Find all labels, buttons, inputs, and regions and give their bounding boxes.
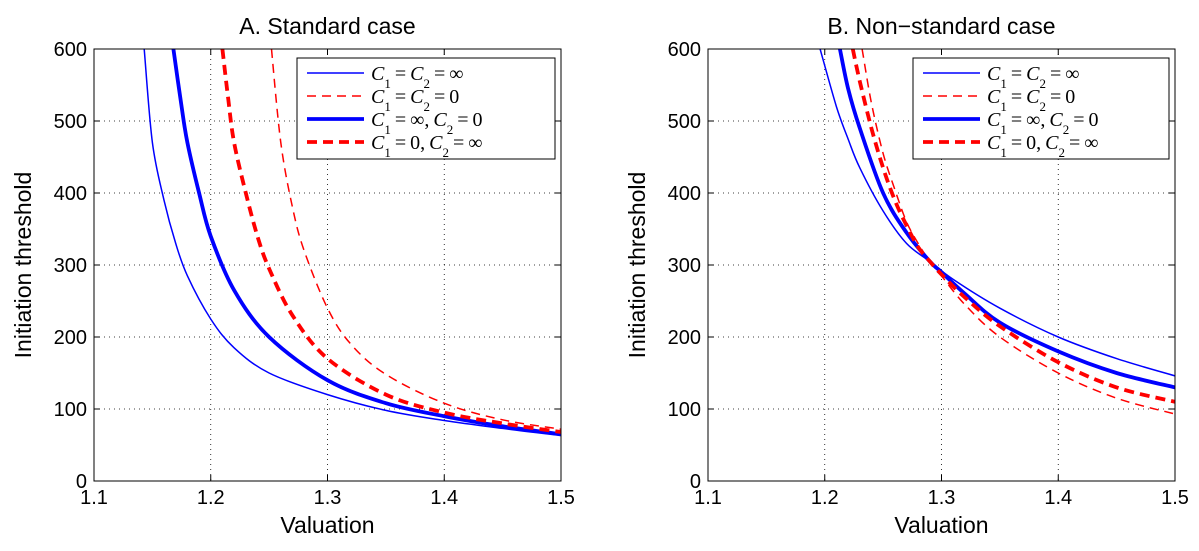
legend-box: [296, 57, 556, 160]
y-tick-label: 300: [54, 255, 87, 277]
x-tick-label: 1.1: [694, 487, 722, 509]
y-tick-label: 100: [54, 399, 87, 421]
x-axis-label: Valuation: [280, 512, 374, 538]
series-line-4: [220, 49, 561, 434]
x-tick-label: 1.4: [1044, 487, 1072, 509]
y-tick-label: 400: [668, 183, 701, 205]
y-tick-label: 0: [690, 471, 701, 493]
y-tick-label: 300: [668, 255, 701, 277]
x-axis-label: Valuation: [894, 512, 988, 538]
y-tick-label: 200: [668, 327, 701, 349]
chart-title: A. Standard case: [239, 13, 415, 39]
chart-panel-a: 1.1 1.2 1.3 1.4 1.5 0 100 200 300 400 500 600 A. Sta…: [10, 13, 575, 538]
y-tick-label: 200: [54, 327, 87, 349]
x-tick-label: 1.1: [80, 487, 108, 509]
legend-label: C1 = ∞, C2 = 0: [371, 109, 483, 137]
series-line-4: [850, 49, 1175, 404]
y-axis-label: Initiation threshold: [624, 172, 650, 359]
y-tick-label: 600: [54, 39, 87, 61]
legend: C1 = C2 = ∞C1 = C2 = 0C1 = ∞, C2 = 0C1 =…: [296, 57, 556, 160]
x-tick-label: 1.3: [314, 487, 342, 509]
series-line-1: [143, 49, 561, 437]
y-tick-label: 0: [76, 471, 87, 493]
x-tick-label: 1.3: [928, 487, 956, 509]
y-axis-label: Initiation threshold: [10, 172, 36, 359]
x-tick-label: 1.4: [430, 487, 458, 509]
y-tick-label: 500: [54, 111, 87, 133]
legend-label: C1 = C2 = 0: [987, 86, 1075, 114]
chart-panel-b: 1.1 1.2 1.3 1.4 1.5 0 100 200 300 400 500 600 B. Non…: [624, 13, 1189, 538]
x-tick-label: 1.2: [197, 487, 225, 509]
chart-title: B. Non−standard case: [827, 13, 1055, 39]
y-tick-label: 400: [54, 183, 87, 205]
x-tick-label: 1.2: [811, 487, 839, 509]
legend-label: C1 = 0, C2 = ∞: [371, 132, 483, 160]
series-line-3: [838, 49, 1175, 390]
legend-label: C1 = C2 = 0: [371, 86, 459, 114]
x-tick-label: 1.5: [547, 487, 575, 509]
y-tick-label: 600: [668, 39, 701, 61]
series-line-1: [819, 49, 1175, 377]
y-tick-label: 100: [668, 399, 701, 421]
x-tick-label: 1.5: [1161, 487, 1189, 509]
series-group: [143, 49, 561, 437]
legend-label: C1 = C2 = ∞: [987, 63, 1080, 91]
y-tick-label: 500: [668, 111, 701, 133]
legend-label: C1 = C2 = ∞: [371, 63, 464, 91]
series-line-3: [171, 49, 561, 437]
legend-label: C1 = ∞, C2 = 0: [987, 109, 1099, 137]
legend: C1 = C2 = ∞C1 = C2 = 0C1 = ∞, C2 = 0C1 =…: [912, 57, 1170, 160]
legend-label: C1 = 0, C2 = ∞: [987, 132, 1099, 160]
series-group: [819, 49, 1175, 415]
series-line-2: [861, 49, 1175, 415]
